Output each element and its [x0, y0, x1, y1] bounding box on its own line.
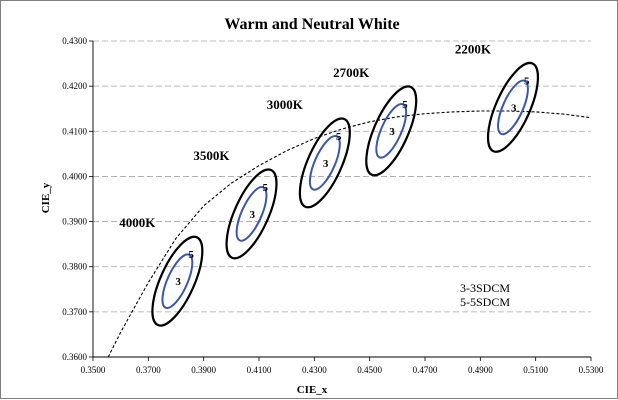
legend-note-3sdcm: 3-3SDCM — [460, 281, 510, 295]
chart-title: Warm and Neutral White — [224, 16, 399, 33]
outer-ellipse-label: 5 — [188, 249, 194, 261]
x-tick-label: 0.5300 — [579, 365, 604, 375]
sdcm-group-3500K: 5 3 3500K — [193, 148, 278, 260]
y-tick-label: 0.4100 — [62, 126, 87, 136]
inner-ellipse-label: 3 — [323, 158, 329, 170]
axes-layer — [89, 40, 592, 361]
curve-layer — [107, 110, 592, 358]
legend-note-5sdcm: 5-5SDCM — [460, 295, 510, 309]
y-tick-label: 0.3700 — [62, 307, 87, 317]
y-tick-label: 0.3800 — [62, 262, 87, 272]
outer-ellipse-label: 5 — [402, 99, 408, 111]
x-tick-label: 0.4100 — [247, 365, 272, 375]
x-tick-label: 0.4900 — [468, 365, 493, 375]
ellipse-3sdcm — [497, 79, 529, 136]
ellipse-5sdcm — [298, 117, 351, 209]
sdcm-group-4000K: 5 3 4000K — [119, 215, 204, 327]
y-tick-label: 0.3900 — [62, 217, 87, 227]
inner-ellipse-label: 3 — [175, 276, 181, 288]
outer-ellipse-label: 5 — [336, 131, 342, 143]
ellipse-3sdcm — [161, 253, 194, 309]
y-axis-label: CIE_y — [40, 182, 52, 213]
ellipse-5sdcm — [225, 168, 278, 260]
outer-ellipse-label: 5 — [263, 182, 269, 194]
cct-label: 4000K — [119, 215, 156, 230]
cct-label: 3000K — [267, 97, 304, 112]
inner-ellipse-label: 3 — [389, 126, 395, 138]
y-tick-label: 0.3600 — [62, 352, 87, 362]
ellipse-5sdcm — [486, 61, 540, 153]
ellipse-3sdcm — [235, 186, 268, 242]
reference-curve — [107, 110, 592, 358]
y-tick-label: 0.4300 — [62, 36, 87, 46]
y-tick-label: 0.4000 — [62, 171, 87, 181]
cct-label: 3500K — [193, 148, 230, 163]
inner-ellipse-label: 3 — [250, 209, 256, 221]
x-axis-label: CIE_x — [297, 384, 328, 396]
ellipse-3sdcm — [308, 135, 341, 191]
text-layer: Warm and Neutral White CIE_x CIE_y 3-3SD… — [40, 16, 604, 396]
x-tick-label: 0.4500 — [357, 365, 382, 375]
sdcm-group-3000K: 5 3 3000K — [267, 97, 351, 209]
x-tick-label: 0.4700 — [413, 365, 438, 375]
cct-label: 2700K — [333, 65, 370, 80]
cct-label: 2200K — [455, 41, 492, 56]
sdcm-group-2200K: 5 3 2200K — [455, 41, 540, 153]
ellipse-5sdcm — [151, 235, 204, 327]
ellipse-3sdcm — [375, 103, 408, 159]
x-tick-label: 0.3700 — [136, 365, 161, 375]
x-tick-label: 0.3500 — [81, 365, 106, 375]
x-tick-label: 0.5100 — [523, 365, 548, 375]
outer-ellipse-label: 5 — [524, 75, 530, 87]
grid-layer — [93, 40, 591, 313]
ellipse-layer: 5 3 4000K 5 3 3500K 5 3 3000K 5 3 2700K 5 3 2200K — [119, 41, 540, 327]
sdcm-group-2700K: 5 3 2700K — [333, 65, 418, 177]
ellipse-5sdcm — [365, 85, 418, 177]
x-tick-label: 0.4300 — [302, 365, 327, 375]
x-tick-label: 0.3900 — [191, 365, 216, 375]
y-tick-label: 0.4200 — [62, 81, 87, 91]
inner-ellipse-label: 3 — [511, 102, 517, 114]
